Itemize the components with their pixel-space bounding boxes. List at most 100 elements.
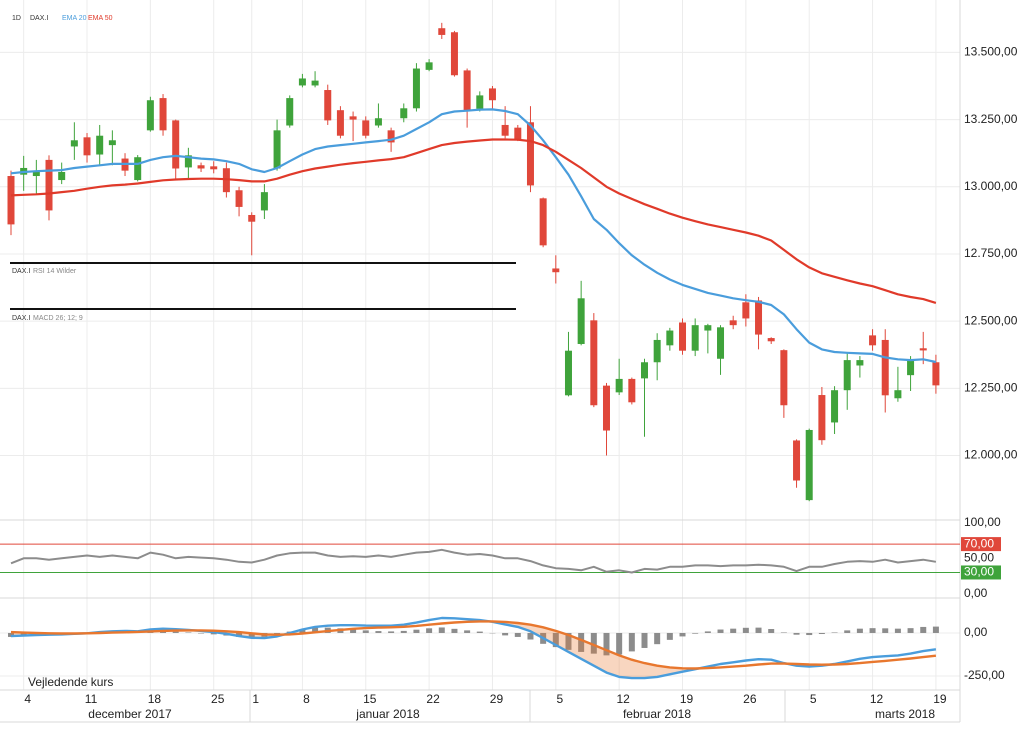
footer-label: Vejledende kurs bbox=[28, 675, 113, 689]
candle-body bbox=[210, 166, 218, 170]
histogram-bar bbox=[185, 632, 192, 633]
candle-body bbox=[881, 339, 889, 396]
x-tick-label: 22 bbox=[426, 692, 440, 706]
rsi-indicator: RSI 14 Wilder bbox=[33, 268, 77, 275]
candle-body bbox=[590, 320, 598, 406]
histogram-bar bbox=[413, 629, 420, 633]
y-tick-label: 0,00 bbox=[964, 586, 988, 600]
candle-body bbox=[374, 118, 382, 126]
histogram-bar bbox=[730, 628, 737, 633]
x-tick-label: 19 bbox=[680, 692, 694, 706]
candle-body bbox=[412, 68, 420, 109]
candle-body bbox=[488, 88, 496, 101]
histogram-bar bbox=[527, 632, 534, 640]
candle-body bbox=[666, 330, 674, 346]
candle-body bbox=[564, 350, 572, 396]
histogram-bar bbox=[502, 632, 509, 636]
histogram-bar bbox=[742, 627, 749, 633]
candle-body bbox=[146, 100, 154, 131]
ema-line bbox=[10, 138, 937, 304]
histogram-bar bbox=[894, 628, 901, 633]
y-tick-label: 100,00 bbox=[964, 515, 1001, 529]
candle-body bbox=[108, 140, 116, 146]
candle-body bbox=[425, 62, 433, 70]
candle-body bbox=[362, 120, 370, 136]
rsi-symbol: DAX.I bbox=[12, 268, 30, 275]
candle-body bbox=[438, 28, 446, 35]
x-tick-label: 19 bbox=[933, 692, 947, 706]
histogram-bar bbox=[375, 631, 382, 633]
histogram-bar bbox=[641, 632, 648, 648]
candle-body bbox=[83, 137, 91, 156]
candle-body bbox=[324, 90, 332, 121]
candle-body bbox=[679, 322, 687, 351]
histogram-bar bbox=[438, 627, 445, 633]
candle-body bbox=[197, 165, 205, 169]
histogram-bar bbox=[464, 630, 471, 633]
histogram-bar bbox=[552, 632, 559, 648]
interval-label: 1D bbox=[12, 15, 21, 22]
histogram-bar bbox=[476, 631, 483, 633]
y-tick-label: 13.250,00 bbox=[964, 112, 1018, 126]
y-tick-label: -250,00 bbox=[964, 668, 1005, 682]
macd-line bbox=[10, 620, 937, 670]
candle-body bbox=[818, 395, 826, 441]
candle-body bbox=[919, 348, 927, 351]
y-tick-label: 12.000,00 bbox=[964, 448, 1018, 462]
candle-body bbox=[831, 390, 839, 423]
candle-body bbox=[134, 157, 142, 181]
histogram-bar bbox=[350, 629, 357, 633]
candle-body bbox=[260, 192, 268, 211]
x-tick-label: 29 bbox=[490, 692, 504, 706]
candle-body bbox=[577, 298, 585, 344]
candle-body bbox=[742, 302, 750, 319]
symbol-label: DAX.I bbox=[30, 15, 48, 22]
histogram-bar bbox=[869, 628, 876, 633]
y-tick-label: 70,00 bbox=[964, 536, 994, 550]
histogram-bar bbox=[198, 632, 205, 634]
candle-body bbox=[387, 130, 395, 143]
candle-body bbox=[248, 214, 256, 222]
histogram-bar bbox=[844, 630, 851, 633]
macd-symbol: DAX.I bbox=[12, 315, 30, 322]
x-tick-label: 18 bbox=[148, 692, 162, 706]
histogram-bar bbox=[793, 632, 800, 635]
candle-body bbox=[755, 300, 763, 335]
x-tick-label: 8 bbox=[303, 692, 310, 706]
candle-body bbox=[691, 325, 699, 351]
histogram-bar bbox=[704, 631, 711, 633]
candle-body bbox=[805, 429, 813, 501]
histogram-bar bbox=[818, 632, 825, 635]
candle-body bbox=[273, 130, 281, 169]
histogram-bar bbox=[780, 632, 787, 633]
histogram-bar bbox=[806, 632, 813, 636]
candle-body bbox=[856, 360, 864, 366]
x-tick-label: 25 bbox=[211, 692, 225, 706]
candle-body bbox=[869, 335, 877, 346]
candle-body bbox=[501, 124, 509, 136]
candle-body bbox=[336, 110, 344, 136]
candle-body bbox=[793, 440, 801, 481]
histogram-bar bbox=[654, 632, 661, 645]
y-tick-label: 0,00 bbox=[964, 625, 988, 639]
histogram-bar bbox=[451, 628, 458, 633]
candle-body bbox=[628, 378, 636, 403]
candle-body bbox=[463, 70, 471, 111]
histogram-bar bbox=[565, 632, 572, 650]
x-tick-label: 4 bbox=[24, 692, 31, 706]
candle-body bbox=[311, 80, 319, 86]
y-tick-label: 12.250,00 bbox=[964, 380, 1018, 394]
histogram-bar bbox=[932, 626, 939, 633]
candle-body bbox=[729, 320, 737, 326]
x-tick-label: 12 bbox=[616, 692, 630, 706]
histogram-bar bbox=[920, 626, 927, 633]
histogram-bar bbox=[882, 628, 889, 633]
histogram-bar bbox=[426, 628, 433, 633]
x-tick-label: 1 bbox=[252, 692, 259, 706]
candle-body bbox=[70, 140, 78, 147]
candle-body bbox=[653, 339, 661, 363]
candle-body bbox=[45, 159, 53, 211]
candle-body bbox=[298, 78, 306, 86]
